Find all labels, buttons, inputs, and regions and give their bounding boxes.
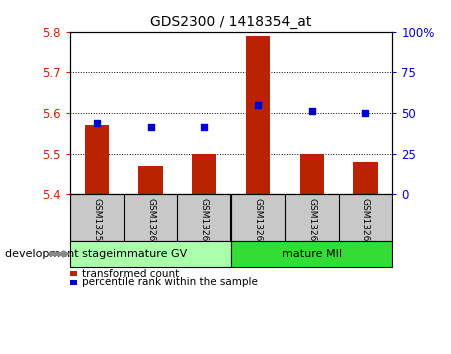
Point (147, 125, 154, 130)
Bar (299, 154, 324, 194)
Text: mature MII: mature MII (282, 249, 342, 259)
Bar (192, 154, 216, 194)
Text: immature GV: immature GV (113, 249, 188, 259)
Point (362, 110, 369, 116)
Point (254, 102, 262, 108)
Text: percentile rank within the sample: percentile rank within the sample (82, 278, 258, 287)
Title: GDS2300 / 1418354_at: GDS2300 / 1418354_at (151, 16, 312, 29)
Bar (85, 125, 109, 194)
Text: GSM132657: GSM132657 (146, 198, 155, 253)
Text: GSM132658: GSM132658 (200, 198, 209, 253)
Text: development stage: development stage (5, 249, 113, 259)
Text: GSM132660: GSM132660 (307, 198, 316, 253)
Bar (138, 166, 163, 194)
Bar (354, 162, 377, 194)
Point (201, 125, 208, 130)
Text: GSM132592: GSM132592 (92, 198, 101, 253)
Point (308, 108, 315, 114)
Text: GSM132661: GSM132661 (361, 198, 370, 253)
Point (93, 120, 101, 126)
Text: GSM132659: GSM132659 (253, 198, 262, 253)
Bar (246, 36, 270, 194)
Text: transformed count: transformed count (82, 269, 179, 279)
